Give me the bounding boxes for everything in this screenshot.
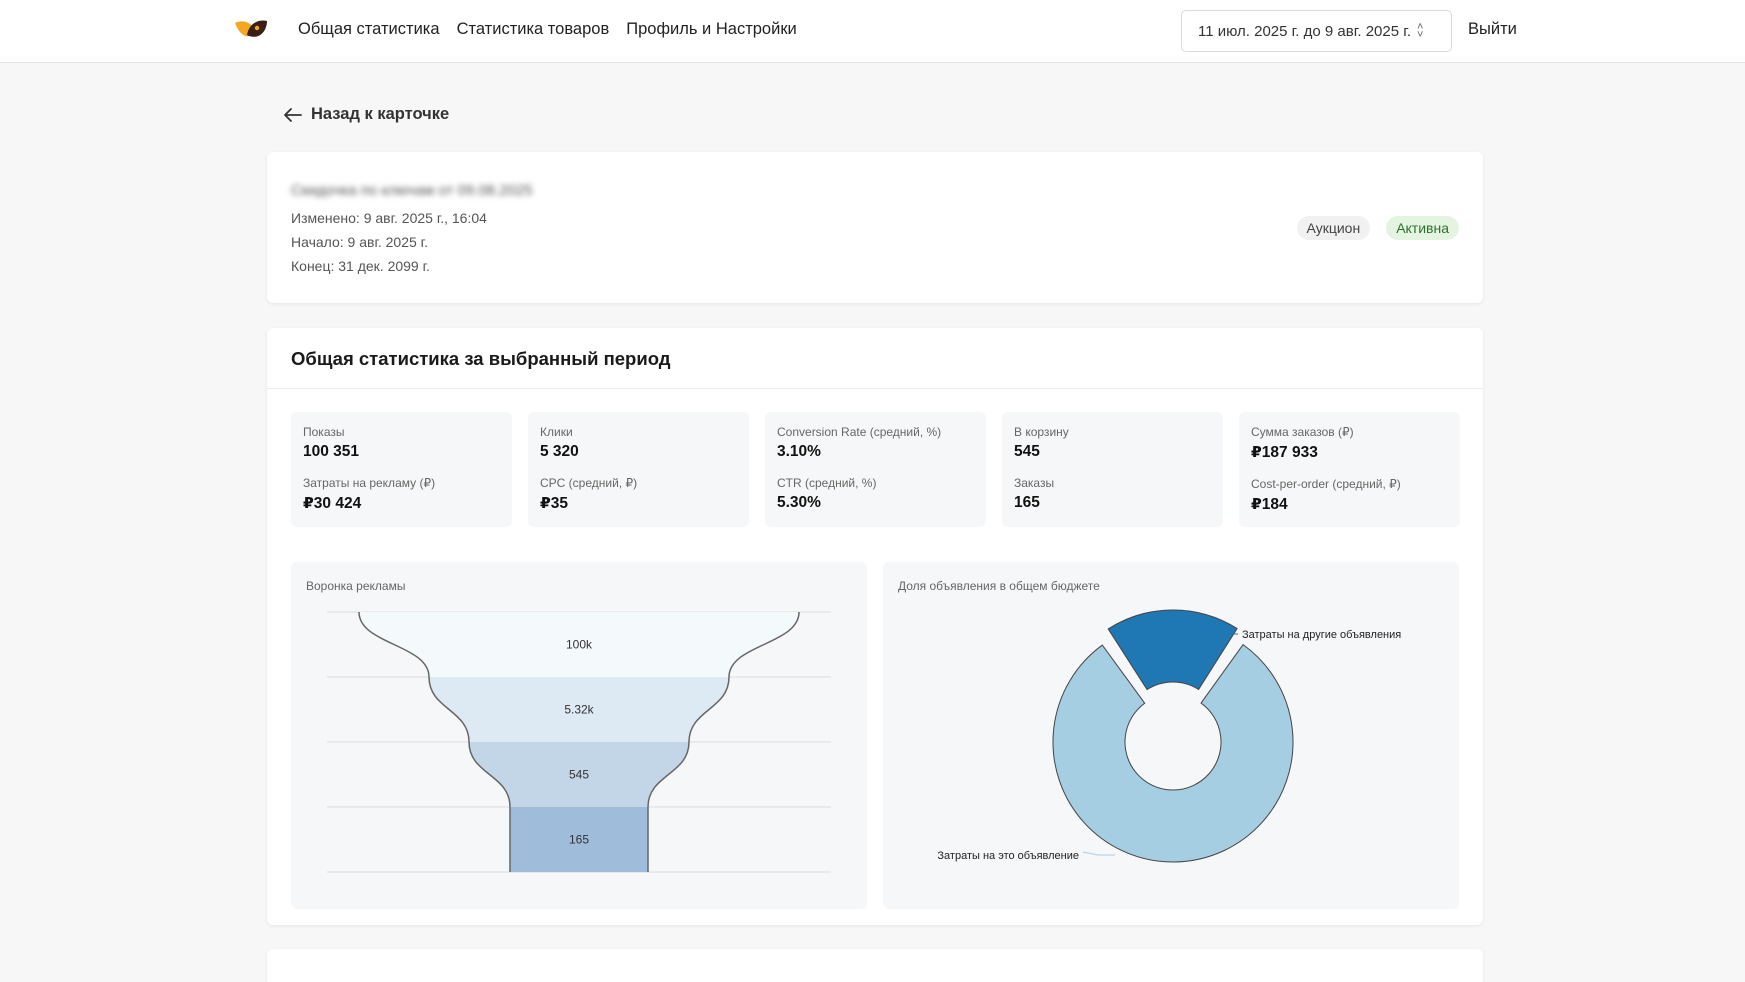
campaign-name: Скидочка по ключам от 09.08.2025 xyxy=(291,182,533,199)
donut-slice-label: Затраты на это объявление xyxy=(937,850,1079,862)
budget-share-donut-chart: Затраты на другие объявления Затраты на э… xyxy=(937,609,1401,863)
donut-slice[interactable] xyxy=(1052,643,1294,863)
metric-value: 100 351 xyxy=(303,443,360,460)
metric-value: ₽184 xyxy=(1251,496,1288,513)
metric-value: ₽187 933 xyxy=(1251,444,1318,461)
main-nav: Общая статистика Статистика товаров Проф… xyxy=(298,20,797,39)
metric-value: 5 320 xyxy=(540,443,579,460)
stats-title: Общая статистика за выбранный период xyxy=(291,348,671,369)
brand-logo-icon[interactable] xyxy=(233,17,269,43)
campaign-info-card: Скидочка по ключам от 09.08.2025 Изменен… xyxy=(267,152,1483,303)
date-range-value: 11 июл. 2025 г. до 9 авг. 2025 г. xyxy=(1198,22,1412,40)
date-range-picker[interactable]: 11 июл. 2025 г. до 9 авг. 2025 г. ˄ ˅ xyxy=(1181,10,1452,52)
back-link-label: Назад к карточке xyxy=(311,105,450,123)
metric-label: Показы xyxy=(303,425,345,439)
next-section-card xyxy=(267,949,1483,982)
metric-label: Затраты на рекламу (₽) xyxy=(303,476,436,490)
metric-label: CTR (средний, %) xyxy=(777,476,877,490)
metric-value: 5.30% xyxy=(777,494,821,511)
metric-value: 545 xyxy=(1014,443,1040,460)
donut-leader-line xyxy=(1082,851,1115,856)
funnel-chart-panel: Воронка рекламы 100k 5.32k 545 165 xyxy=(291,562,867,909)
overall-stats-card: Общая статистика за выбранный период Пок… xyxy=(267,328,1483,925)
metric-tile: Сумма заказов (₽) ₽187 933 Cost-per-orde… xyxy=(1239,412,1460,527)
nav-overall-stats[interactable]: Общая статистика xyxy=(298,20,440,38)
funnel-stage[interactable] xyxy=(429,677,729,742)
funnel-chart-title: Воронка рекламы xyxy=(306,579,406,593)
back-to-card-link[interactable]: Назад к карточке xyxy=(283,105,449,124)
campaign-start: Начало: 9 авг. 2025 г. xyxy=(291,234,428,250)
metric-label: CPC (средний, ₽) xyxy=(540,476,638,490)
donut-leader-line xyxy=(1184,610,1238,635)
metric-label: В корзину xyxy=(1014,425,1069,439)
metric-value: 3.10% xyxy=(777,443,821,460)
metric-label: Conversion Rate (средний, %) xyxy=(777,425,942,439)
metric-label: Cost-per-order (средний, ₽) xyxy=(1251,477,1401,491)
funnel-stage[interactable] xyxy=(359,612,799,677)
funnel-stage-label: 100k xyxy=(566,638,593,652)
funnel-outline-left xyxy=(358,611,511,872)
metric-tile: В корзину 545 Заказы 165 xyxy=(1002,412,1223,527)
funnel-stage[interactable] xyxy=(469,742,689,807)
metric-label: Сумма заказов (₽) xyxy=(1251,425,1354,439)
chevron-up-down-icon: ˄ ˅ xyxy=(1417,21,1424,41)
metric-label: Клики xyxy=(540,425,573,439)
funnel-stage[interactable] xyxy=(510,807,648,872)
arrow-left-icon xyxy=(284,107,302,122)
logout-button[interactable]: Выйти xyxy=(1468,20,1517,38)
funnel-chart: 100k 5.32k 545 165 xyxy=(327,611,831,873)
campaign-modified: Изменено: 9 авг. 2025 г., 16:04 xyxy=(291,210,487,226)
metric-value: 165 xyxy=(1014,494,1040,511)
funnel-stage-label: 165 xyxy=(569,833,589,847)
nav-profile-settings[interactable]: Профиль и Настройки xyxy=(626,20,797,38)
funnel-stage-label: 5.32k xyxy=(564,703,594,717)
campaign-badges: Аукцион Активна xyxy=(1296,216,1459,240)
donut-slice[interactable] xyxy=(1107,609,1238,691)
donut-slice-label: Затраты на другие объявления xyxy=(1242,629,1401,641)
campaign-status-badge: Активна xyxy=(1386,216,1459,240)
metrics-row: Показы 100 351 Затраты на рекламу (₽) ₽3… xyxy=(291,412,1460,527)
metric-value: ₽35 xyxy=(540,495,569,512)
funnel-outline-right xyxy=(647,611,800,872)
campaign-end: Конец: 31 дек. 2099 г. xyxy=(291,258,430,274)
top-header: Общая статистика Статистика товаров Проф… xyxy=(0,0,1745,63)
budget-share-chart-panel: Доля объявления в общем бюджете Затраты … xyxy=(883,562,1459,909)
metric-tile: Conversion Rate (средний, %) 3.10% CTR (… xyxy=(765,412,986,527)
campaign-type-badge: Аукцион xyxy=(1296,216,1371,240)
funnel-stage-label: 545 xyxy=(569,768,589,782)
metric-value: ₽30 424 xyxy=(303,495,362,512)
metric-label: Заказы xyxy=(1014,476,1055,490)
nav-product-stats[interactable]: Статистика товаров xyxy=(456,20,610,38)
metric-tile: Показы 100 351 Затраты на рекламу (₽) ₽3… xyxy=(291,412,512,527)
metric-tile: Клики 5 320 CPC (средний, ₽) ₽35 xyxy=(528,412,749,527)
stats-divider xyxy=(267,388,1483,389)
budget-share-chart-title: Доля объявления в общем бюджете xyxy=(898,579,1100,593)
